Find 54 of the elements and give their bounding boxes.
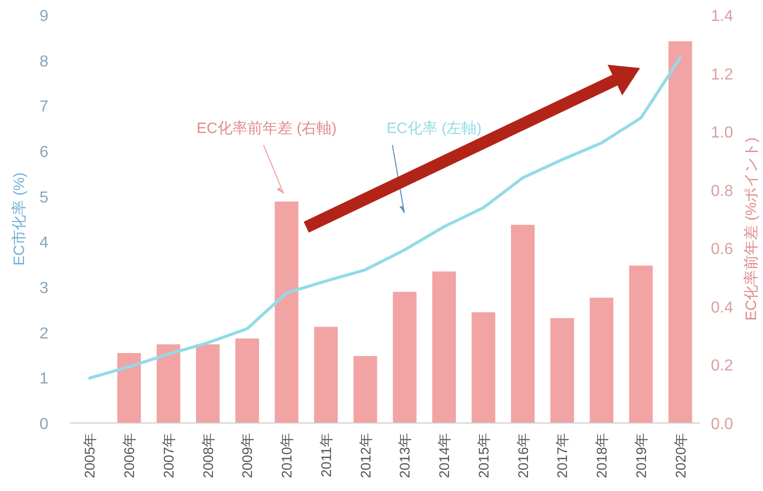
y-axis-title: EC市化率 (%)	[11, 172, 28, 266]
y2-tick-label: 0.0	[710, 416, 734, 433]
y-tick-label: 1	[40, 370, 49, 388]
bar	[235, 338, 259, 423]
y2-tick-label: 0.4	[710, 299, 734, 316]
y2-axis-title: EC化率前年差 (%ポイント)	[743, 137, 760, 321]
y-tick-label: 7	[40, 98, 49, 116]
x-tick-label: 2005年	[82, 433, 98, 478]
x-tick-label: 2011年	[318, 433, 334, 478]
x-tick-label: 2016年	[514, 433, 531, 478]
y2-tick-label: 1.0	[710, 124, 734, 142]
bar	[274, 202, 298, 423]
y-tick-label: 4	[40, 234, 49, 252]
x-tick-label: 2015年	[475, 433, 492, 478]
x-tick-label: 2020年	[672, 433, 688, 478]
y-tick-label: 2	[40, 325, 49, 342]
x-tick-label: 2007年	[160, 433, 176, 478]
bar	[432, 271, 456, 423]
bar	[392, 292, 416, 423]
y-tick-label: 6	[40, 144, 49, 161]
bar	[196, 344, 220, 423]
line-series	[88, 56, 682, 380]
x-tick-label: 2013年	[396, 433, 413, 478]
bar	[511, 224, 535, 423]
x-tick-label: 2018年	[594, 433, 610, 478]
y2-tick-label: 0.2	[710, 358, 734, 375]
bar	[354, 356, 378, 423]
y2-tick-label: 0.6	[710, 241, 734, 258]
x-tick-label: 2014年	[436, 433, 452, 478]
x-tick-label: 2010年	[278, 433, 295, 478]
x-tick-label: 2009年	[239, 433, 256, 478]
x-tick-label: 2006年	[121, 433, 138, 478]
bar	[629, 266, 653, 423]
y-tick-label: 5	[40, 189, 49, 206]
y-tick-label: 9	[40, 8, 49, 25]
bar	[314, 326, 338, 423]
bar	[590, 298, 614, 423]
text: EC化率 (左軸)	[386, 120, 482, 137]
text: EC化率前年差 (右軸)	[196, 120, 337, 137]
y2-tick-label: 1.2	[710, 66, 734, 84]
x-tick-label: 2019年	[632, 433, 649, 478]
y-tick-label: 3	[40, 280, 49, 297]
x-tick-label: 2012年	[357, 433, 374, 478]
bar	[668, 41, 692, 423]
bar	[550, 318, 574, 423]
y2-tick-label: 1.4	[710, 8, 734, 25]
bar	[117, 353, 141, 423]
x-tick-label: 2008年	[200, 433, 216, 478]
y2-tick-label: 0.8	[710, 182, 734, 200]
y-tick-label: 8	[40, 53, 49, 70]
bar	[472, 312, 496, 423]
x-tick-label: 2017年	[554, 433, 570, 478]
bar	[156, 344, 180, 423]
y-tick-label: 0	[40, 416, 49, 433]
